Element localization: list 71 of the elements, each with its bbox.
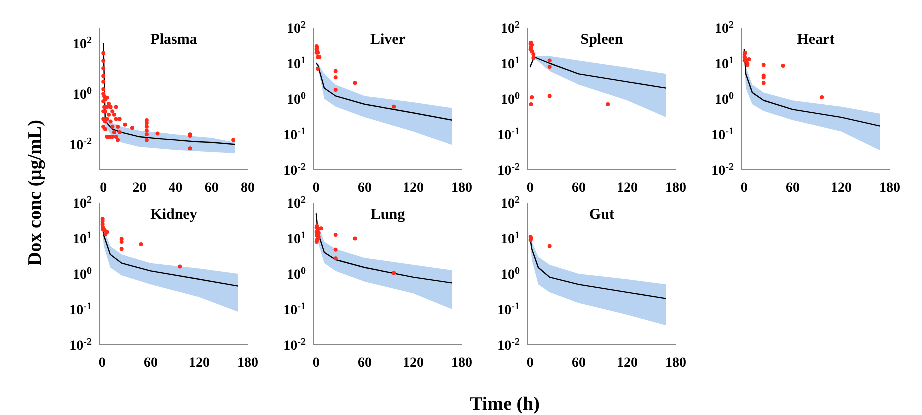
chart-title: Spleen xyxy=(580,32,624,49)
x-tick-label: 0 xyxy=(100,181,108,196)
y-tick-label: 10$^{-1}$ xyxy=(712,126,734,144)
y-tick-label: 10$^{0}$ xyxy=(501,90,520,108)
x-tick-label: 120 xyxy=(188,356,210,371)
y-tick-label: 10$^{0}$ xyxy=(73,85,92,103)
x-tick-label: 120 xyxy=(402,181,424,196)
y-tick-label: 10$^{2}$ xyxy=(501,20,520,37)
y-tick-label: 10$^{-2}$ xyxy=(284,162,306,179)
y-tick-label: 10$^{0}$ xyxy=(287,266,306,283)
y-tick-label: 10$^{2}$ xyxy=(287,194,306,212)
y-tick-label: 10$^{1}$ xyxy=(715,55,734,72)
y-tick-label: 10$^{2}$ xyxy=(73,194,92,212)
y-tick-label: 10$^{-2}$ xyxy=(498,336,520,354)
x-tick-label: 0 xyxy=(98,356,106,371)
y-tick-label: 10$^{-2}$ xyxy=(284,336,306,354)
x-tick-label: 180 xyxy=(452,181,472,196)
y-axis-title: Dox conc (μg/mL) xyxy=(25,120,47,266)
y-tick-label: 10$^{-2}$ xyxy=(712,162,734,179)
y-tick-label: 10$^{-1}$ xyxy=(498,301,520,318)
y-tick-label: 10$^{-2}$ xyxy=(70,336,92,354)
x-tick-label: 180 xyxy=(452,356,472,371)
x-tick-label: 120 xyxy=(402,356,424,371)
x-tick-label: 40 xyxy=(168,181,183,196)
chart-title: Liver xyxy=(370,32,406,49)
y-tick-label: 10$^{-1}$ xyxy=(284,126,306,144)
y-tick-label: 10$^{-2}$ xyxy=(70,136,92,154)
x-tick-label: 0 xyxy=(526,356,534,371)
x-tick-label: 180 xyxy=(880,181,900,196)
y-tick-label: 10$^{1}$ xyxy=(501,230,520,248)
x-tick-label: 0 xyxy=(312,181,320,196)
x-tick-label: 60 xyxy=(572,356,586,371)
y-tick-label: 10$^{1}$ xyxy=(73,230,92,248)
x-tick-label: 60 xyxy=(204,181,219,196)
x-tick-label: 0 xyxy=(740,181,748,196)
x-axis-title: Time (h) xyxy=(470,394,540,415)
chart-title: Lung xyxy=(370,207,406,224)
x-tick-label: 60 xyxy=(358,356,372,371)
x-tick-label: 120 xyxy=(616,181,638,196)
y-tick-label: 10$^{0}$ xyxy=(287,90,306,108)
x-tick-label: 60 xyxy=(144,356,158,371)
x-tick-label: 120 xyxy=(616,356,638,371)
x-tick-label: 60 xyxy=(572,181,586,196)
y-tick-label: 10$^{2}$ xyxy=(715,20,734,37)
x-tick-label: 80 xyxy=(241,181,255,196)
y-tick-label: 10$^{1}$ xyxy=(501,55,520,72)
x-tick-label: 180 xyxy=(238,356,258,371)
y-tick-label: 10$^{0}$ xyxy=(501,266,520,283)
y-tick-label: 10$^{2}$ xyxy=(501,194,520,212)
x-tick-label: 20 xyxy=(132,181,147,196)
y-tick-label: 10$^{1}$ xyxy=(287,230,306,248)
chart-title: Gut xyxy=(588,207,616,224)
x-tick-label: 60 xyxy=(358,181,372,196)
x-tick-label: 180 xyxy=(666,181,686,196)
x-tick-label: 120 xyxy=(830,181,852,196)
y-tick-label: 10$^{0}$ xyxy=(715,90,734,108)
chart-title: Plasma xyxy=(150,32,198,49)
y-tick-label: 10$^{2}$ xyxy=(73,34,92,52)
x-tick-label: 0 xyxy=(526,181,534,196)
y-tick-label: 10$^{2}$ xyxy=(287,20,306,37)
x-tick-label: 180 xyxy=(666,356,686,371)
chart-title: Kidney xyxy=(150,207,198,224)
y-tick-label: 10$^{-2}$ xyxy=(498,162,520,179)
y-tick-label: 10$^{1}$ xyxy=(287,55,306,72)
x-tick-label: 0 xyxy=(312,356,320,371)
x-tick-label: 60 xyxy=(786,181,800,196)
y-tick-label: 10$^{0}$ xyxy=(73,266,92,283)
y-tick-label: 10$^{-1}$ xyxy=(70,301,92,318)
chart-title: Heart xyxy=(796,32,836,49)
y-tick-label: 10$^{-1}$ xyxy=(284,301,306,318)
y-tick-label: 10$^{-1}$ xyxy=(498,126,520,144)
